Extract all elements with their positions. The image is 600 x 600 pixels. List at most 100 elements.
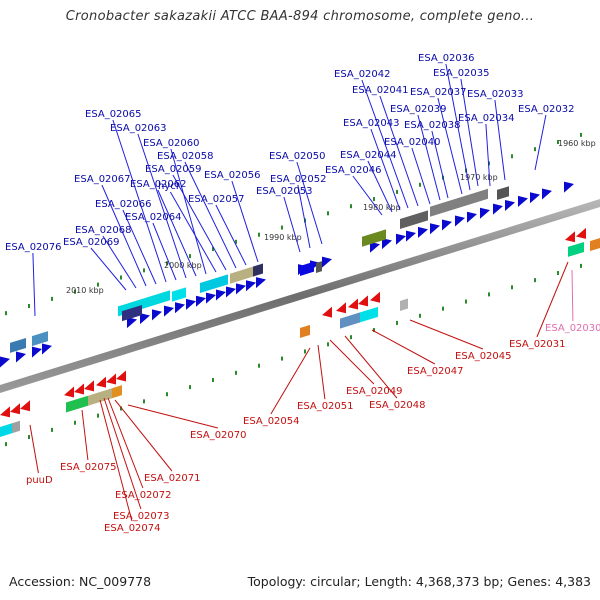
forward-gene-arrow: [256, 277, 266, 289]
gene-label: ESA_02052: [270, 174, 327, 185]
forward-gene-arrow: [226, 286, 236, 298]
leader-line: [112, 119, 167, 283]
forward-gene-arrow: [186, 298, 196, 310]
forward-gene-arrow: [164, 305, 174, 317]
gene-label: ESA_02045: [455, 351, 512, 362]
leader-line: [101, 184, 147, 287]
leader-line: [494, 99, 506, 181]
gene-feature-block: [300, 261, 314, 276]
reverse-gene-arrow: [74, 383, 84, 395]
leader-line: [445, 63, 471, 191]
reverse-gene-arrow: [348, 298, 358, 310]
gene-label: ESA_02047: [407, 366, 464, 377]
reverse-gene-arrow: [96, 376, 106, 388]
leader-line: [370, 128, 401, 211]
leader-line: [296, 161, 323, 245]
leader-line: [127, 404, 219, 429]
gene-label: ESA_02032: [518, 104, 575, 115]
gene-feature-block: [0, 423, 12, 437]
chromosome-backbone: [0, 199, 600, 393]
accession-text: Accession: NC_009778: [9, 574, 152, 589]
leader-line: [169, 191, 217, 273]
forward-gene-arrow: [236, 283, 246, 295]
gene-feature-block: [430, 188, 488, 217]
forward-gene-arrow: [140, 313, 150, 325]
gene-feature-block: [590, 238, 600, 252]
forward-gene-arrow: [564, 181, 574, 193]
leader-line: [107, 397, 144, 489]
leader-line: [431, 130, 449, 199]
forward-gene-arrow: [455, 215, 465, 227]
gene-label: ESA_02033: [467, 89, 524, 100]
reverse-gene-arrow: [0, 406, 10, 418]
gene-label: ESA_02048: [369, 400, 426, 411]
topology-summary: Topology: circular; Length: 4,368,373 bp…: [247, 574, 591, 589]
gene-label: ESA_02071: [144, 473, 201, 484]
gene-label: ESA_02059: [145, 164, 202, 175]
gene-label: ESA_02031: [509, 339, 566, 350]
gene-feature-block: [112, 385, 122, 399]
leader-line: [102, 235, 137, 289]
forward-gene-arrow: [406, 230, 416, 242]
gene-feature-block: [12, 420, 20, 434]
leader-line: [172, 174, 227, 271]
forward-gene-arrow: [505, 199, 515, 211]
leader-line: [534, 114, 547, 171]
gene-label: ESA_02044: [340, 150, 397, 161]
gene-label: ESA_02037: [410, 87, 467, 98]
reverse-gene-arrow: [565, 231, 575, 243]
forward-gene-arrow: [370, 241, 380, 253]
leader-line: [329, 339, 375, 385]
gene-feature-block: [200, 274, 228, 293]
leader-line: [90, 247, 127, 291]
forward-gene-arrow: [206, 292, 216, 304]
forward-gene-arrow: [32, 346, 42, 358]
forward-gene-arrow: [382, 238, 392, 250]
forward-gene-arrow: [467, 211, 477, 223]
gene-feature-block: [340, 312, 360, 329]
forward-gene-arrow: [216, 289, 226, 301]
leader-line: [99, 399, 133, 522]
leader-line: [352, 175, 383, 216]
leader-line: [283, 196, 301, 253]
gene-label: ESA_02051: [297, 401, 354, 412]
gene-feature-block: [230, 266, 254, 284]
gene-feature-block: [497, 186, 509, 200]
gene-feature-block: [316, 261, 322, 274]
ruler-tick-label: 1990 kbp: [264, 233, 302, 242]
gene-feature-block: [88, 388, 112, 406]
gene-label: ESA_02057: [188, 194, 245, 205]
leader-line: [122, 209, 157, 285]
leader-line: [437, 97, 463, 195]
forward-gene-arrow: [152, 309, 162, 321]
forward-gene-arrow: [542, 188, 552, 200]
gene-label: ESA_02036: [418, 53, 475, 64]
gene-label: ESA_02041: [352, 85, 409, 96]
gene-label: ESA_02074: [104, 523, 161, 534]
forward-gene-arrow: [42, 343, 52, 355]
forward-gene-arrow: [175, 302, 185, 314]
leader-line: [460, 78, 479, 187]
gene-feature-block: [253, 263, 263, 277]
leader-line: [571, 269, 574, 322]
gene-feature-block: [400, 210, 428, 229]
gene-feature-block: [172, 287, 186, 302]
ruler-tick-label: 1960 kbp: [558, 139, 596, 148]
leader-line: [152, 222, 177, 281]
leader-line: [371, 329, 436, 365]
gene-label: ESA_02060: [143, 138, 200, 149]
leader-line: [361, 79, 409, 209]
leader-line: [409, 319, 484, 350]
forward-gene-arrow: [418, 226, 428, 238]
leader-line: [114, 399, 173, 472]
gene-label: ESA_02046: [325, 165, 382, 176]
ruler-tick-label: 1980 kbp: [363, 203, 401, 212]
leader-line: [170, 148, 207, 275]
reverse-gene-arrow: [358, 295, 368, 307]
reverse-gene-arrow: [576, 227, 586, 239]
leader-line: [411, 147, 431, 205]
gene-label: ESA_02067: [74, 174, 131, 185]
gene-label: hycI: [158, 181, 179, 192]
